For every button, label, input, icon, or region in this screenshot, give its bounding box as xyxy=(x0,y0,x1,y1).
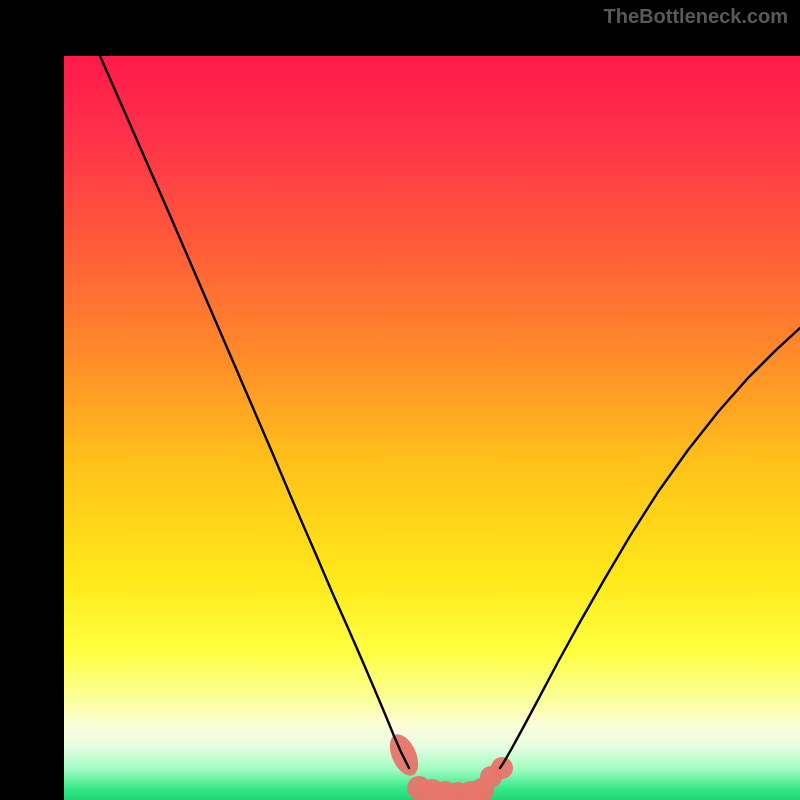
marker-right-cluster xyxy=(491,757,513,779)
chart-svg xyxy=(32,28,800,800)
plot-area xyxy=(32,28,768,772)
watermark-text: TheBottleneck.com xyxy=(604,6,788,29)
gradient-background xyxy=(64,56,800,800)
chart-container: TheBottleneck.com xyxy=(0,0,800,800)
